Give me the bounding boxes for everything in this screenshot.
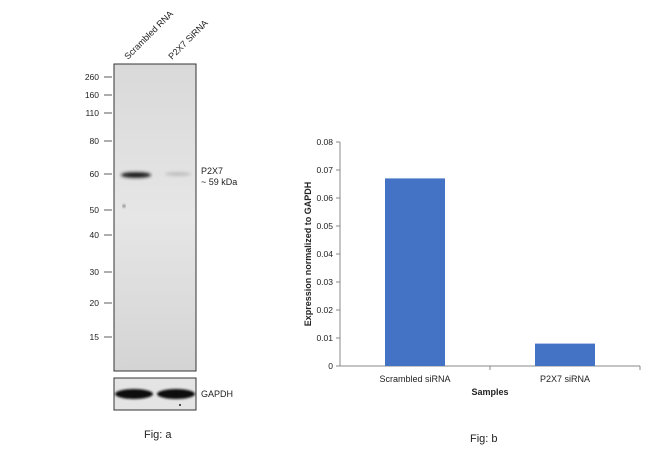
mw-marker-50: 50 bbox=[90, 205, 100, 215]
x-tick-label: P2X7 siRNA bbox=[540, 374, 590, 384]
mw-marker-40: 40 bbox=[90, 230, 100, 240]
bar-p2x7-sirna bbox=[535, 343, 595, 366]
bar-scrambled-sirna bbox=[385, 178, 445, 366]
mw-marker-ticks bbox=[104, 76, 112, 338]
y-tick-label: 0 bbox=[328, 361, 333, 371]
mw-marker-20: 20 bbox=[90, 298, 100, 308]
mw-marker-110: 110 bbox=[85, 108, 99, 118]
y-tick-label: 0.04 bbox=[316, 249, 333, 259]
mw-marker-30: 30 bbox=[90, 267, 100, 277]
p2x7-band-sirna bbox=[165, 172, 191, 176]
y-tick-label: 0.05 bbox=[316, 221, 333, 231]
y-tick-label: 0.03 bbox=[316, 277, 333, 287]
caption-fig-a: Fig: a bbox=[144, 429, 172, 441]
x-axis-title: Samples bbox=[471, 387, 508, 397]
x-tick-label: Scrambled siRNA bbox=[379, 374, 450, 384]
gapdh-label: GAPDH bbox=[201, 389, 233, 399]
blot-membrane bbox=[113, 63, 197, 372]
band-label-p2x7: P2X7 bbox=[201, 166, 223, 176]
mw-marker-260: 260 bbox=[85, 72, 99, 82]
mw-marker-15: 15 bbox=[90, 332, 100, 342]
mw-marker-80: 80 bbox=[90, 136, 100, 146]
y-tick-label: 0.02 bbox=[316, 305, 333, 315]
p2x7-band-scrambled bbox=[121, 172, 151, 178]
y-tick-label: 0.01 bbox=[316, 333, 333, 343]
gapdh-speck bbox=[179, 404, 181, 406]
mw-marker-labels: 260 160 110 80 60 50 40 30 20 15 bbox=[85, 72, 99, 342]
y-tick-label: 0.06 bbox=[316, 193, 333, 203]
band-label-kda: ~ 59 kDa bbox=[201, 177, 237, 187]
y-tick-label: 0.07 bbox=[316, 165, 333, 175]
gapdh-band-scrambled bbox=[115, 389, 153, 399]
blot-speck bbox=[122, 204, 126, 208]
mw-marker-160: 160 bbox=[85, 90, 99, 100]
mw-marker-60: 60 bbox=[90, 169, 100, 179]
y-axis-title: Expression normalized to GAPDH bbox=[303, 182, 313, 327]
y-tick-label: 0.08 bbox=[316, 137, 333, 147]
gapdh-band-sirna bbox=[157, 389, 195, 399]
caption-fig-b: Fig: b bbox=[470, 433, 498, 445]
